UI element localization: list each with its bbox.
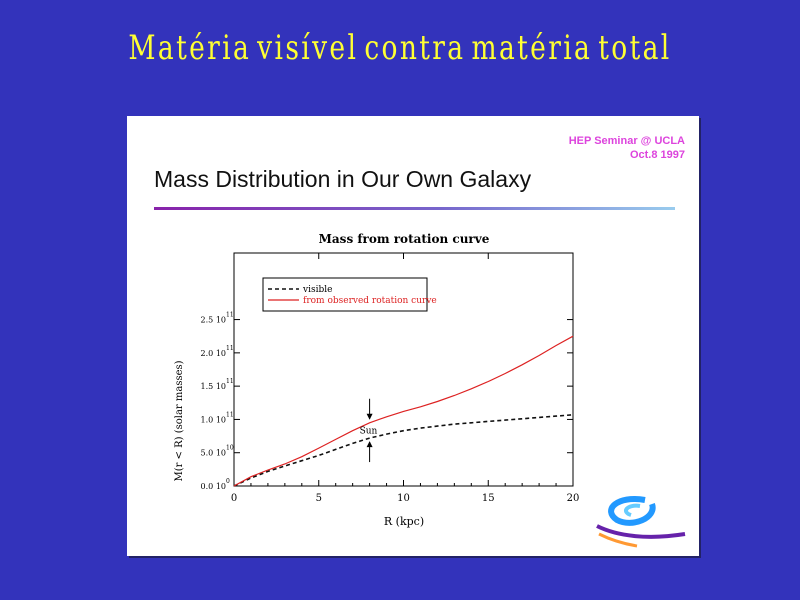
y-tick-label: 2.0 10 (201, 349, 226, 358)
y-tick-exponent: 10 (226, 445, 234, 452)
chart-panel: HEP Seminar @ UCLA Oct.8 1997 Mass Distr… (127, 116, 699, 556)
seminar-line-2: Oct.8 1997 (629, 149, 685, 161)
tick-marks (233, 253, 574, 487)
galaxy-arm-orange (598, 532, 638, 548)
panel-heading: Mass Distribution in Our Own Galaxy (154, 166, 532, 192)
heading-divider (154, 207, 675, 210)
legend-label-observed: from observed rotation curve (303, 296, 437, 306)
legend-label-visible: visible (302, 285, 332, 295)
mass-chart: Mass from rotation curve 0 5 10 15 20 0.0 10… (174, 232, 686, 548)
x-tick-label: 0 (231, 493, 237, 504)
y-tick-exponent: 11 (226, 411, 234, 418)
sun-arrowhead-down (366, 413, 373, 420)
chart-title: Mass from rotation curve (319, 232, 490, 246)
galaxy-core (624, 503, 641, 517)
x-tick-label: 15 (482, 493, 495, 504)
legend-box (262, 277, 428, 312)
series-line-visible (233, 414, 574, 487)
y-tick-exponent: 11 (226, 378, 234, 385)
galaxy-logo (596, 496, 686, 548)
x-tick-labels: 0 5 10 15 20 (231, 493, 580, 504)
y-tick-label: 1.0 10 (201, 415, 226, 424)
slide-title: Matéria visível contra matéria total (128, 28, 672, 68)
series-lines (233, 335, 574, 487)
sun-annotation: Sun (360, 398, 378, 463)
y-tick-exponent: 11 (226, 345, 234, 352)
y-tick-exponent: 0 (226, 478, 230, 485)
x-tick-label: 10 (397, 493, 410, 504)
y-tick-label: 2.5 10 (201, 316, 226, 325)
galaxy-arm-blue (608, 496, 656, 526)
y-tick-label: 5.0 10 (201, 449, 226, 458)
y-tick-label: 1.5 10 (201, 382, 226, 391)
legend: visible from observed rotation curve (262, 277, 437, 312)
x-axis-label: R (kpc) (384, 515, 424, 528)
galaxy-arm-purple (596, 524, 686, 539)
y-tick-exponent: 11 (226, 312, 234, 319)
x-tick-label: 20 (567, 493, 580, 504)
seminar-info: HEP Seminar @ UCLA Oct.8 1997 (569, 134, 685, 162)
series-line-observed (233, 335, 574, 487)
x-tick-label: 5 (316, 493, 322, 504)
y-tick-label: 0.0 10 (201, 482, 226, 491)
seminar-line-1: HEP Seminar @ UCLA (568, 135, 685, 147)
sun-arrowhead-up (366, 441, 373, 448)
sun-label: Sun (360, 426, 378, 436)
y-axis-label: M(r < R) (solar masses) (174, 360, 185, 481)
